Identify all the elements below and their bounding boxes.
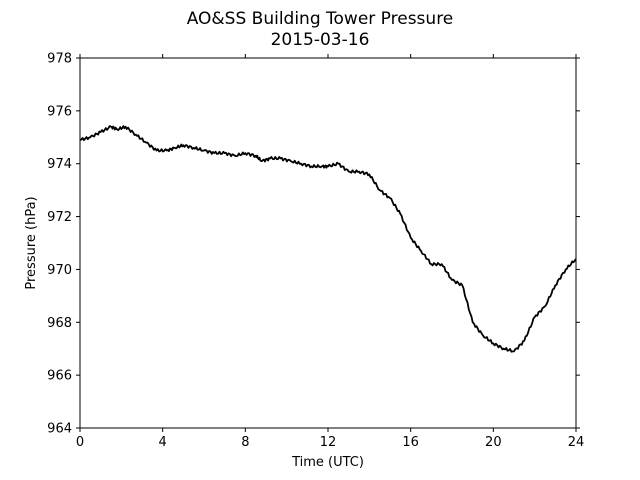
y-tick-label: 978 [47, 52, 72, 67]
x-tick-label: 20 [485, 435, 502, 450]
x-tick-label: 0 [76, 435, 84, 450]
y-tick-label: 968 [47, 316, 72, 331]
y-tick-label: 976 [47, 104, 72, 119]
pressure-series-line [79, 125, 577, 353]
y-tick-label: 974 [47, 157, 72, 172]
x-tick-label: 4 [159, 435, 167, 450]
y-tick-label: 966 [47, 369, 72, 384]
x-tick-label: 8 [241, 435, 249, 450]
axis-ticks [76, 54, 580, 432]
y-tick-label: 970 [47, 263, 72, 278]
chart-title: AO&SS Building Tower Pressure [187, 9, 454, 29]
chart-subtitle: 2015-03-16 [271, 30, 370, 50]
y-axis-label: Pressure (hPa) [24, 196, 39, 289]
x-tick-label: 24 [568, 435, 585, 450]
x-tick-label: 12 [320, 435, 337, 450]
y-tick-label: 964 [47, 422, 72, 437]
y-tick-label: 972 [47, 210, 72, 225]
x-axis-label: Time (UTC) [291, 455, 364, 470]
plot-frame [79, 57, 577, 429]
x-tick-label: 16 [402, 435, 419, 450]
tick-labels: 0 4 8 12 16 20 24 964 966 968 970 972 974 976 978 [47, 52, 584, 451]
